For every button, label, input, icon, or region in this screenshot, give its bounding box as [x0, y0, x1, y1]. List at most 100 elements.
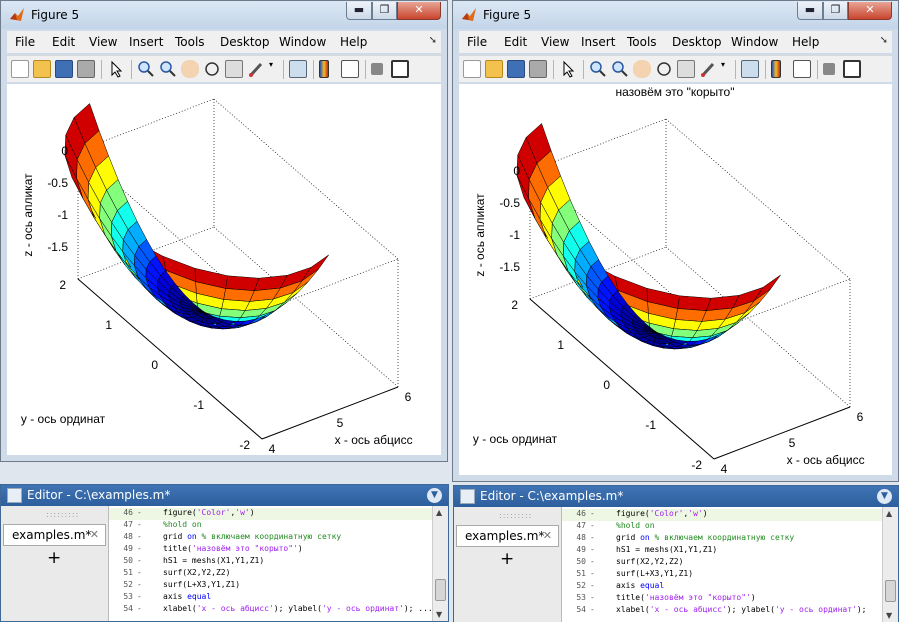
minimize-button[interactable]: ▬	[346, 2, 372, 20]
brush-dropdown-icon[interactable]: ▾	[721, 60, 726, 69]
code-area[interactable]: 46- figure('Color','w') 47- %hold on 48- grid…	[109, 506, 432, 621]
editor-scrollbar[interactable]: ▲ ▼	[882, 507, 898, 622]
breakpoint-gutter[interactable]: -	[137, 580, 142, 589]
editor-scrollbar[interactable]: ▲ ▼	[432, 506, 448, 621]
menu-help[interactable]: Help	[340, 35, 368, 49]
breakpoint-gutter[interactable]: -	[137, 568, 142, 577]
breakpoint-gutter[interactable]: -	[590, 605, 595, 614]
breakpoint-gutter[interactable]: -	[590, 569, 595, 578]
pointer-icon[interactable]	[559, 60, 577, 78]
editor-titlebar[interactable]: Editor - C:\examples.m* ▼	[1, 485, 448, 506]
print-icon[interactable]	[529, 60, 547, 78]
hide-plot-tools-icon[interactable]	[823, 63, 835, 75]
editor-actions-icon[interactable]: ▼	[877, 489, 892, 504]
menu-view[interactable]: View	[89, 35, 118, 49]
menu-tools[interactable]: Tools	[175, 35, 205, 49]
menu-tools[interactable]: Tools	[627, 35, 657, 49]
menu-desktop[interactable]: Desktop	[220, 35, 270, 49]
breakpoint-gutter[interactable]: -	[137, 520, 142, 529]
menu-help[interactable]: Help	[792, 35, 820, 49]
scroll-thumb[interactable]	[435, 579, 446, 601]
open-icon[interactable]	[485, 60, 503, 78]
menu-window[interactable]: Window	[279, 35, 327, 49]
close-button[interactable]: ✕	[848, 2, 892, 20]
new-tab-button[interactable]: +	[47, 548, 62, 568]
code-line[interactable]: 53- axis equal	[109, 592, 432, 604]
menu-edit[interactable]: Edit	[504, 35, 528, 49]
colorbar-icon[interactable]	[319, 60, 329, 78]
scroll-thumb[interactable]	[885, 580, 896, 602]
code-line[interactable]: 49- title('назовём это "корыто"')	[109, 544, 432, 556]
rotate-3d-icon[interactable]	[203, 60, 221, 78]
breakpoint-gutter[interactable]: -	[137, 532, 142, 541]
menu-desktop[interactable]: Desktop	[672, 35, 722, 49]
figure-titlebar[interactable]: Figure 5 ▬ ❐ ✕	[1, 1, 447, 29]
rotate-3d-icon[interactable]	[655, 60, 673, 78]
menu-insert[interactable]: Insert	[129, 35, 164, 49]
scroll-up-icon[interactable]: ▲	[886, 509, 893, 518]
zoom-in-icon[interactable]	[137, 60, 155, 78]
link-plot-icon[interactable]	[741, 60, 759, 78]
dock-arrow-icon[interactable]: ➘	[428, 35, 437, 46]
show-plot-tools-icon[interactable]	[843, 60, 861, 78]
menu-view[interactable]: View	[541, 35, 570, 49]
code-line[interactable]: 51- surf(X2,Y2,Z2)	[109, 568, 432, 580]
grip-icon[interactable]: :::::::::	[46, 510, 80, 519]
menu-file[interactable]: File	[15, 35, 36, 49]
show-plot-tools-icon[interactable]	[391, 60, 409, 78]
open-icon[interactable]	[33, 60, 51, 78]
zoom-out-icon[interactable]	[159, 60, 177, 78]
breakpoint-gutter[interactable]: -	[137, 592, 142, 601]
scroll-up-icon[interactable]: ▲	[436, 508, 443, 517]
brush-icon[interactable]	[247, 60, 265, 78]
data-cursor-icon[interactable]	[225, 60, 243, 78]
new-figure-icon[interactable]	[463, 60, 481, 78]
code-line[interactable]: 47- %hold on	[109, 520, 432, 532]
breakpoint-gutter[interactable]: -	[590, 545, 595, 554]
editor-actions-icon[interactable]: ▼	[427, 488, 442, 503]
editor-titlebar[interactable]: Editor - C:\examples.m* ▼	[454, 486, 898, 507]
code-line[interactable]: 52- surf(L+X3,Y1,Z1)	[109, 580, 432, 592]
breakpoint-gutter[interactable]: -	[137, 604, 142, 613]
file-tab[interactable]: examples.m* ✕	[456, 525, 559, 547]
colorbar-icon[interactable]	[771, 60, 781, 78]
breakpoint-gutter[interactable]: -	[590, 581, 595, 590]
breakpoint-gutter[interactable]: -	[590, 593, 595, 602]
zoom-out-icon[interactable]	[611, 60, 629, 78]
zoom-in-icon[interactable]	[589, 60, 607, 78]
brush-dropdown-icon[interactable]: ▾	[269, 60, 274, 69]
hide-plot-tools-icon[interactable]	[371, 63, 383, 75]
save-icon[interactable]	[55, 60, 73, 78]
legend-icon[interactable]	[341, 60, 359, 78]
minimize-button[interactable]: ▬	[797, 2, 823, 20]
close-tab-icon[interactable]: ✕	[89, 528, 99, 541]
menu-insert[interactable]: Insert	[581, 35, 616, 49]
grip-icon[interactable]: :::::::::	[499, 511, 533, 520]
figure-titlebar[interactable]: Figure 5 ▬ ❐ ✕	[453, 1, 898, 29]
menu-file[interactable]: File	[467, 35, 488, 49]
save-icon[interactable]	[507, 60, 525, 78]
breakpoint-gutter[interactable]: -	[590, 509, 595, 518]
code-line[interactable]: 51- surf(L+X3,Y1,Z1)	[562, 569, 882, 581]
data-cursor-icon[interactable]	[677, 60, 695, 78]
print-icon[interactable]	[77, 60, 95, 78]
code-line[interactable]: 49- hS1 = meshs(X1,Y1,Z1)	[562, 545, 882, 557]
menu-window[interactable]: Window	[731, 35, 779, 49]
pointer-icon[interactable]	[107, 60, 125, 78]
maximize-button[interactable]: ❐	[372, 2, 397, 20]
code-line[interactable]: 54- xlabel('x - ось абцисс'); ylabel('y -…	[562, 605, 882, 617]
new-tab-button[interactable]: +	[500, 549, 515, 569]
breakpoint-gutter[interactable]: -	[137, 556, 142, 565]
scroll-down-icon[interactable]: ▼	[436, 610, 443, 619]
code-line[interactable]: 47- %hold on	[562, 521, 882, 533]
code-line[interactable]: 54- xlabel('x - ось абцисс'); ylabel('y -…	[109, 604, 432, 616]
menu-edit[interactable]: Edit	[52, 35, 76, 49]
maximize-button[interactable]: ❐	[823, 2, 848, 20]
close-tab-icon[interactable]: ✕	[542, 529, 552, 542]
pan-hand-icon[interactable]	[633, 60, 651, 78]
code-line[interactable]: 46- figure('Color','w')	[109, 508, 432, 520]
file-tab[interactable]: examples.m* ✕	[3, 524, 106, 546]
close-button[interactable]: ✕	[397, 2, 441, 20]
pan-hand-icon[interactable]	[181, 60, 199, 78]
code-line[interactable]: 46- figure('Color','w')	[562, 509, 882, 521]
